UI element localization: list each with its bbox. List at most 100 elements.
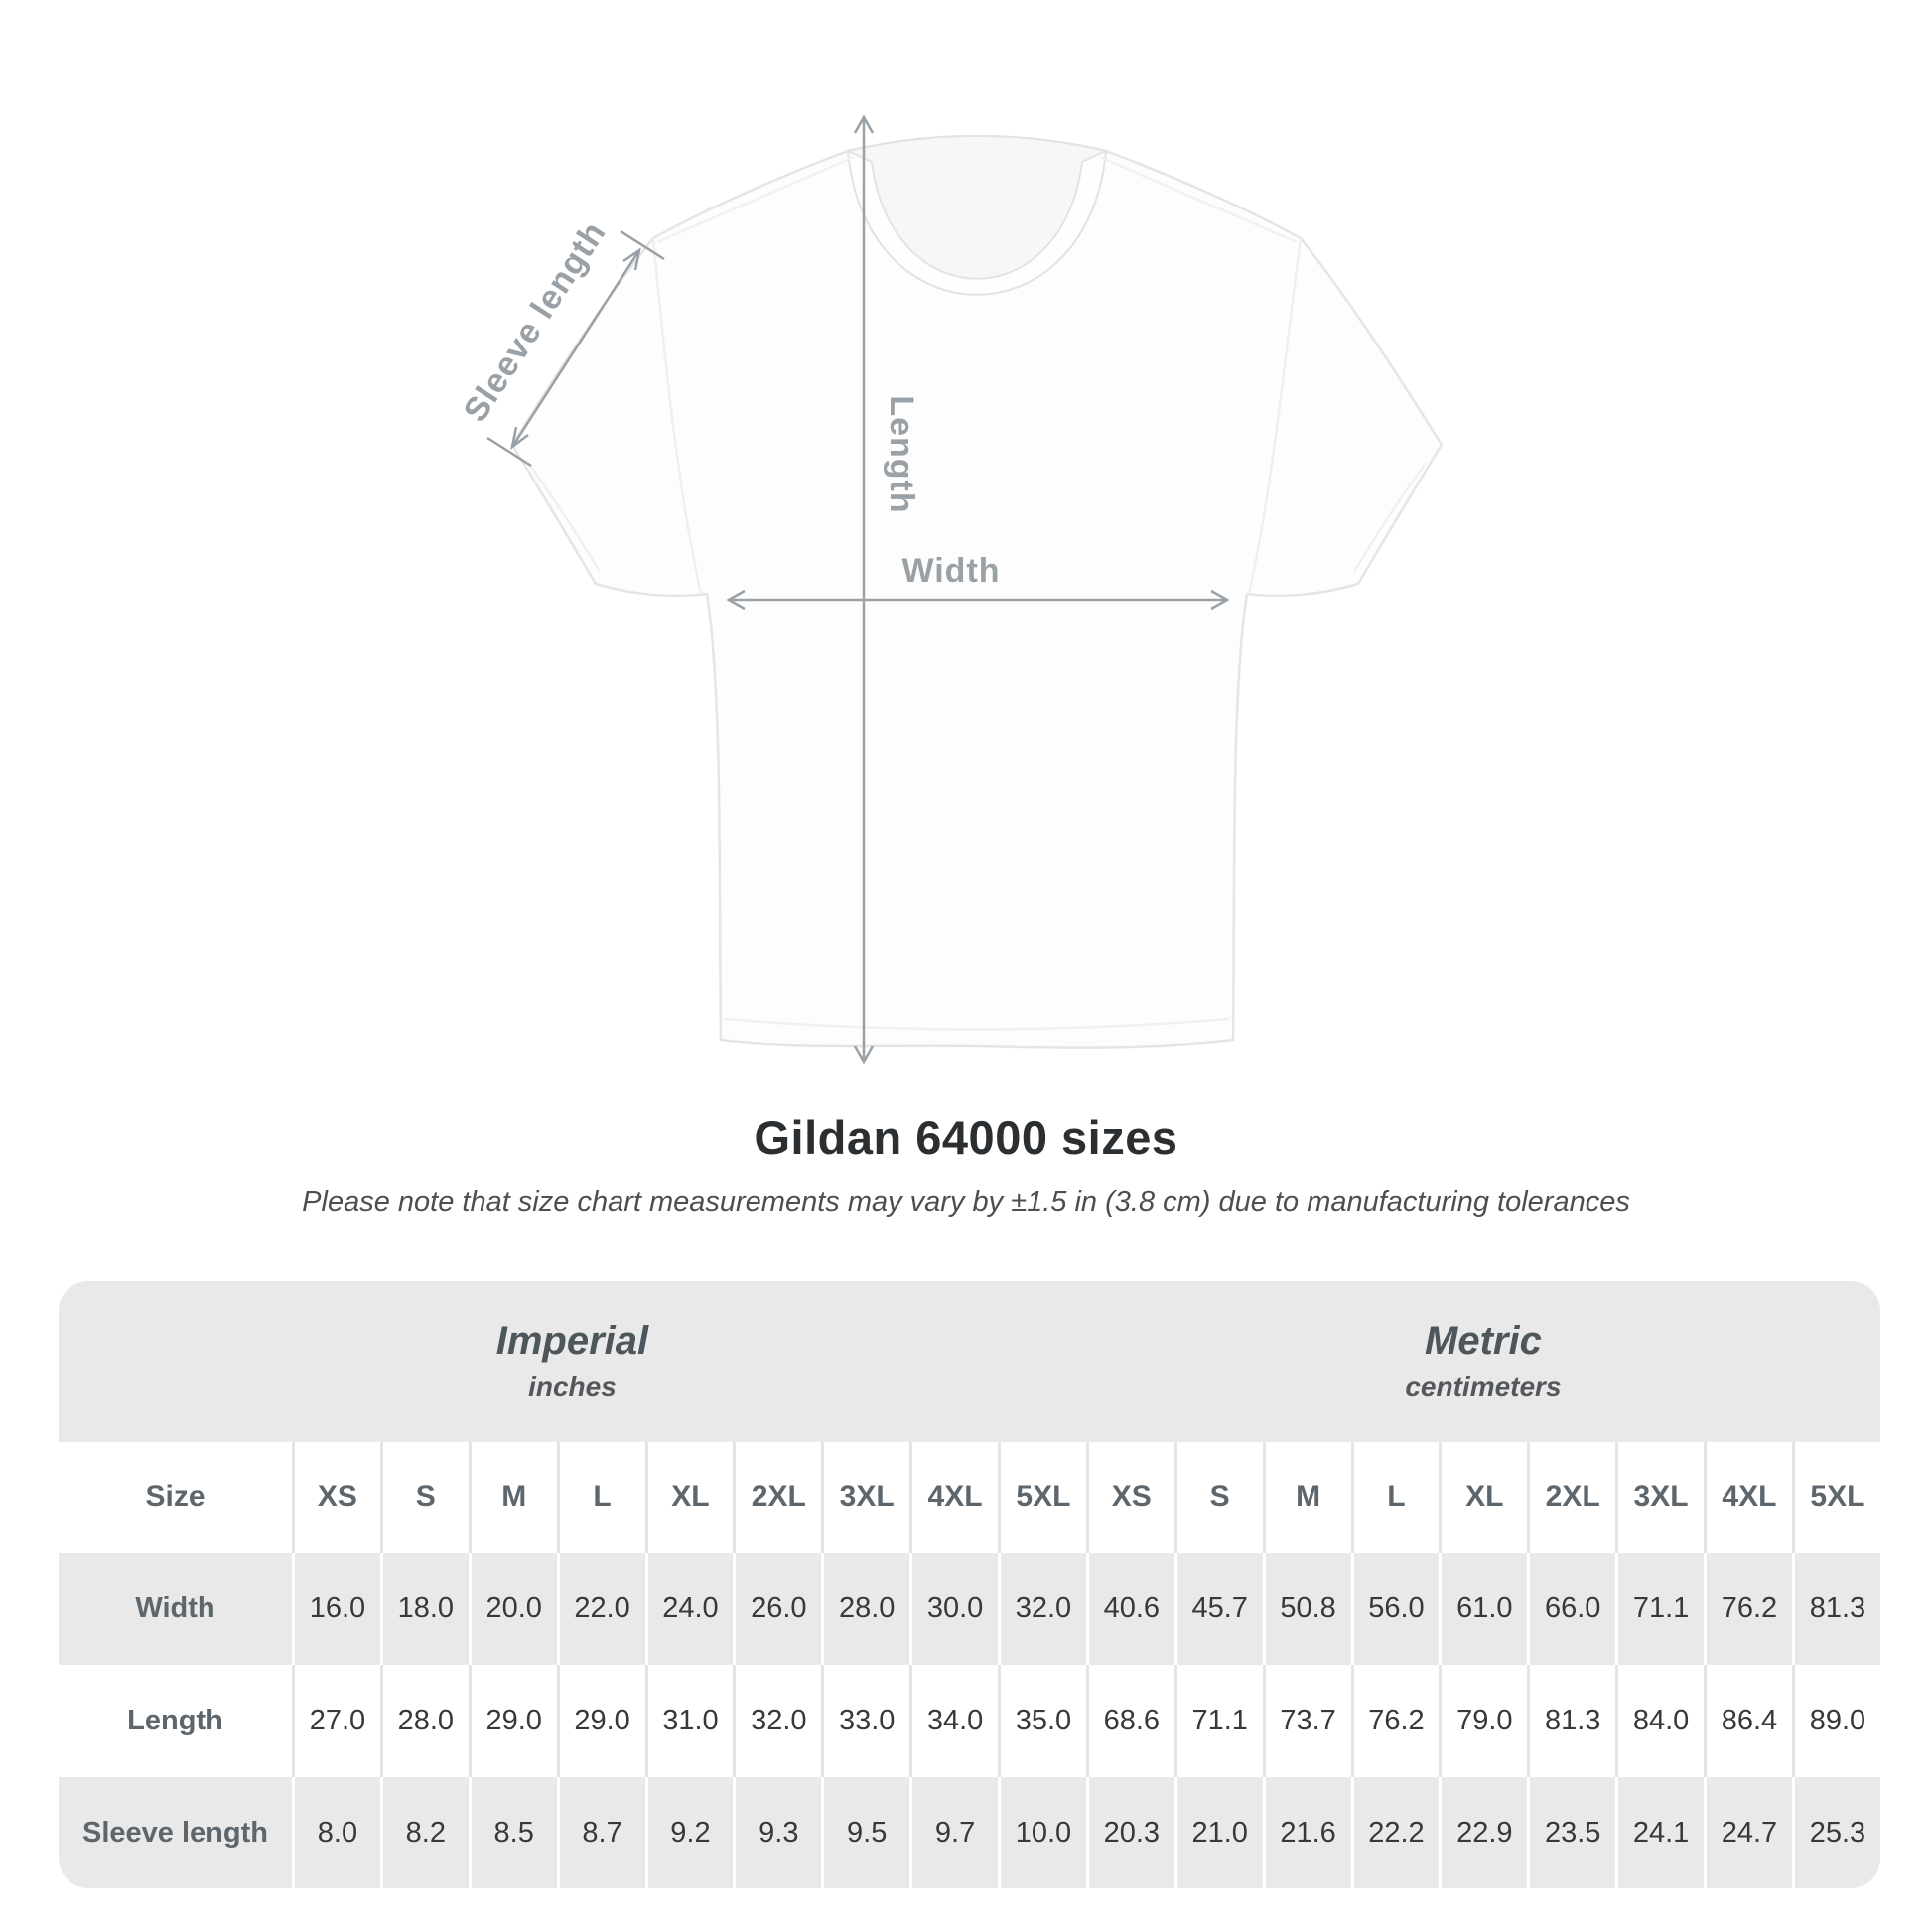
sleeve-metric-m: 21.6 [1262, 1777, 1351, 1888]
size-header-metric-m: M [1262, 1442, 1351, 1553]
width-imperial-xl: 24.0 [644, 1553, 734, 1665]
size-header-imperial-s: S [379, 1442, 469, 1553]
length-imperial-4xl: 34.0 [909, 1665, 998, 1777]
length-imperial-xs: 27.0 [292, 1665, 380, 1777]
width-metric-xl: 61.0 [1439, 1553, 1527, 1665]
width-metric-2xl: 66.0 [1527, 1553, 1615, 1665]
width-imperial-m: 20.0 [468, 1553, 557, 1665]
size-table: Imperial inches Metric centimeters Size … [59, 1281, 1880, 1888]
unit-header-imperial: Imperial inches [59, 1281, 1086, 1442]
length-imperial-5xl: 35.0 [998, 1665, 1086, 1777]
right-shoulder-seam [1099, 155, 1298, 244]
size-header-metric-3xl: 3XL [1615, 1442, 1704, 1553]
sleeve-imperial-4xl: 9.7 [909, 1777, 998, 1888]
unit-header-metric: Metric centimeters [1085, 1281, 1880, 1442]
size-header-metric-4xl: 4XL [1704, 1442, 1792, 1553]
sleeve-length-row: Sleeve length 8.0 8.2 8.5 8.7 9.2 9.3 9.… [59, 1777, 1880, 1888]
length-metric-xl: 79.0 [1439, 1665, 1527, 1777]
size-header-imperial-xl: XL [644, 1442, 734, 1553]
unit-header-row: Imperial inches Metric centimeters [59, 1281, 1880, 1442]
width-metric-l: 56.0 [1350, 1553, 1440, 1665]
sleeve-metric-s: 21.0 [1173, 1777, 1263, 1888]
size-corner-header: Size [145, 1480, 206, 1513]
collar [846, 149, 1108, 296]
length-metric-2xl: 81.3 [1527, 1665, 1615, 1777]
sleeve-imperial-m: 8.5 [468, 1777, 557, 1888]
sleeve-imperial-3xl: 9.5 [821, 1777, 909, 1888]
width-metric-xs: 40.6 [1085, 1553, 1174, 1665]
length-imperial-3xl: 33.0 [821, 1665, 909, 1777]
sleeve-metric-xl: 22.9 [1439, 1777, 1527, 1888]
size-header-imperial-3xl: 3XL [821, 1442, 909, 1553]
width-imperial-s: 18.0 [379, 1553, 469, 1665]
width-metric-3xl: 71.1 [1615, 1553, 1704, 1665]
width-row: Width 16.0 18.0 20.0 22.0 24.0 26.0 28.0… [59, 1553, 1880, 1665]
tshirt-graphic: Length Width Sleeve length [457, 114, 1444, 1065]
heading: Gildan 64000 sizes Please note that size… [0, 1110, 1932, 1219]
width-metric-m: 50.8 [1262, 1553, 1351, 1665]
width-imperial-4xl: 30.0 [909, 1553, 998, 1665]
sleeve-metric-5xl: 25.3 [1791, 1777, 1880, 1888]
length-metric-l: 76.2 [1350, 1665, 1440, 1777]
length-metric-s: 71.1 [1173, 1665, 1263, 1777]
size-header-metric-xs: XS [1085, 1442, 1174, 1553]
width-imperial-5xl: 32.0 [998, 1553, 1086, 1665]
sleeve-imperial-xs: 8.0 [292, 1777, 380, 1888]
width-imperial-3xl: 28.0 [821, 1553, 909, 1665]
right-sleeve-seam [1247, 239, 1303, 595]
hem-stitch [724, 1017, 1230, 1031]
sleeve-imperial-2xl: 9.3 [733, 1777, 821, 1888]
width-imperial-l: 22.0 [556, 1553, 645, 1665]
length-label: Length [883, 395, 920, 513]
left-shoulder-seam [656, 155, 855, 244]
tshirt-body [510, 134, 1444, 1049]
length-metric-m: 73.7 [1262, 1665, 1351, 1777]
length-metric-xs: 68.6 [1085, 1665, 1174, 1777]
sleeve-metric-xs: 20.3 [1085, 1777, 1174, 1888]
length-metric-4xl: 86.4 [1704, 1665, 1792, 1777]
imperial-system-name: Imperial [495, 1319, 649, 1363]
sleeve-metric-4xl: 24.7 [1704, 1777, 1792, 1888]
sleeve-metric-l: 22.2 [1350, 1777, 1440, 1888]
size-table-wrapper: Imperial inches Metric centimeters Size … [59, 1281, 1880, 1888]
length-metric-3xl: 84.0 [1615, 1665, 1704, 1777]
width-label: Width [901, 552, 1000, 590]
length-dimension [853, 114, 875, 1065]
row-label-length: Length [127, 1705, 223, 1736]
size-header-imperial-l: L [556, 1442, 645, 1553]
width-imperial-xs: 16.0 [292, 1553, 380, 1665]
size-header-metric-5xl: 5XL [1791, 1442, 1880, 1553]
sleeve-metric-3xl: 24.1 [1615, 1777, 1704, 1888]
length-row: Length 27.0 28.0 29.0 29.0 31.0 32.0 33.… [59, 1665, 1880, 1777]
size-header-metric-l: L [1350, 1442, 1440, 1553]
metric-system-name: Metric [1425, 1319, 1542, 1363]
length-imperial-l: 29.0 [556, 1665, 645, 1777]
size-header-imperial-2xl: 2XL [733, 1442, 821, 1553]
length-imperial-xl: 31.0 [644, 1665, 734, 1777]
metric-unit-name: centimeters [1405, 1371, 1562, 1402]
width-imperial-2xl: 26.0 [733, 1553, 821, 1665]
left-sleeve-seam [651, 239, 703, 595]
size-header-metric-s: S [1173, 1442, 1263, 1553]
length-metric-5xl: 89.0 [1791, 1665, 1880, 1777]
sleeve-imperial-5xl: 10.0 [998, 1777, 1086, 1888]
size-header-imperial-5xl: 5XL [998, 1442, 1086, 1553]
row-label-sleeve-length: Sleeve length [82, 1816, 268, 1849]
page-title: Gildan 64000 sizes [754, 1111, 1178, 1164]
tshirt-figure: Length Width Sleeve length [457, 114, 1444, 1065]
width-metric-4xl: 76.2 [1704, 1553, 1792, 1665]
right-cuff-stitch [1352, 462, 1428, 573]
left-cuff-stitch [526, 462, 602, 573]
sleeve-metric-2xl: 23.5 [1527, 1777, 1615, 1888]
imperial-unit-name: inches [528, 1371, 617, 1402]
length-imperial-2xl: 32.0 [733, 1665, 821, 1777]
size-header-imperial-xs: XS [292, 1442, 380, 1553]
page-subtitle: Please note that size chart measurements… [302, 1186, 1630, 1218]
width-dimension [726, 589, 1230, 611]
sleeve-imperial-xl: 9.2 [644, 1777, 734, 1888]
row-label-width: Width [135, 1592, 215, 1624]
width-metric-5xl: 81.3 [1791, 1553, 1880, 1665]
sleeve-length-dimension [486, 229, 665, 468]
size-header-metric-2xl: 2XL [1527, 1442, 1615, 1553]
